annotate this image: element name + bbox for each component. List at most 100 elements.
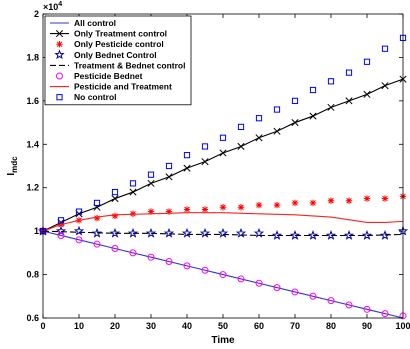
series-pesticide-and-treatment <box>42 212 404 232</box>
y-axis-exponent-label: ×104 <box>43 1 62 12</box>
legend-item: Pesticide and Treatment <box>50 82 172 92</box>
data-point <box>57 231 65 239</box>
x-tick-label: 30 <box>146 321 156 331</box>
data-point <box>345 69 353 76</box>
data-point <box>93 240 101 248</box>
legend-label: Pesticide Bednet <box>74 71 143 81</box>
data-point <box>307 230 319 240</box>
legend-swatch-marker <box>56 72 63 80</box>
legend-swatch-marker <box>55 30 64 38</box>
y-tick-label: 1.4 <box>26 139 39 149</box>
data-point <box>291 199 299 207</box>
data-point <box>75 208 83 215</box>
data-point <box>343 230 355 240</box>
data-point <box>129 180 137 187</box>
data-point <box>111 195 119 203</box>
data-point <box>345 301 353 309</box>
x-tick-label: 60 <box>254 321 264 331</box>
data-point <box>109 227 121 238</box>
exponent-base: ×10 <box>43 2 58 12</box>
data-point <box>237 275 245 283</box>
data-point <box>291 119 299 127</box>
data-point <box>217 227 229 238</box>
data-point <box>147 171 155 178</box>
data-point <box>111 245 119 253</box>
data-point <box>165 258 173 266</box>
data-point <box>325 230 337 240</box>
data-point <box>73 225 85 236</box>
legend-item: Only Treatment control <box>50 29 167 39</box>
x-tick-label: 10 <box>74 321 84 331</box>
legend-item: Pesticide Bednet <box>56 71 143 81</box>
data-point <box>291 288 299 296</box>
series-line <box>42 212 404 232</box>
data-point <box>271 230 283 240</box>
data-point <box>183 164 191 172</box>
data-point <box>381 195 389 202</box>
data-point <box>273 284 281 292</box>
legend-label: All control <box>74 18 116 28</box>
data-point <box>255 134 263 142</box>
x-tick-label: 0 <box>40 321 45 331</box>
x-tick-label: 100 <box>395 321 410 331</box>
axes: 0 10 20 30 40 50 60 70 80 90 100 0.6 0.8 1 1.2 1.4 1.6 1.… <box>26 9 410 331</box>
data-point <box>345 97 353 105</box>
legend-item: Only Pesticide control <box>56 39 164 49</box>
data-point <box>181 227 193 238</box>
legend-swatch-marker <box>56 94 63 101</box>
data-point <box>163 227 175 238</box>
data-point <box>327 297 335 305</box>
y-axis-label-main: I <box>6 173 17 176</box>
data-point <box>273 127 281 135</box>
data-point <box>363 58 371 65</box>
y-tick-label: 0.8 <box>26 270 39 280</box>
legend-label: Only Treatment control <box>74 29 167 39</box>
data-point <box>201 266 209 274</box>
exponent-power: 4 <box>58 1 62 8</box>
legend-label: Only Pesticide control <box>74 39 164 49</box>
data-point <box>327 78 335 85</box>
y-axis-label: Imdc <box>6 156 19 176</box>
series-treatment-bednet-control <box>42 230 404 237</box>
data-point <box>165 162 173 170</box>
data-point <box>289 230 301 240</box>
y-axis-label-subscript: mdc <box>10 156 19 173</box>
legend-item: Treatment & Bednet control <box>50 60 185 70</box>
data-point <box>255 115 263 122</box>
data-point <box>91 227 103 238</box>
y-tick-label: 1 <box>34 226 39 236</box>
series-line <box>42 230 404 237</box>
data-point <box>129 249 137 257</box>
x-tick-label: 90 <box>362 321 372 331</box>
data-point <box>363 90 371 98</box>
data-point <box>309 199 317 207</box>
data-point <box>201 158 209 166</box>
data-point <box>379 230 391 240</box>
y-tick-label: 1.2 <box>26 183 39 193</box>
data-point <box>127 227 139 238</box>
data-point <box>361 230 373 240</box>
data-point <box>111 188 119 196</box>
x-tick-label: 70 <box>290 321 300 331</box>
data-point <box>183 262 191 270</box>
data-point <box>201 143 209 150</box>
series-no-control <box>39 34 407 235</box>
data-point <box>111 212 119 220</box>
data-point <box>219 149 227 157</box>
y-tick-label: 2 <box>34 9 39 19</box>
x-tick-label: 50 <box>218 321 228 331</box>
data-point <box>237 123 245 131</box>
legend-item: Only Bednet Control <box>54 49 157 60</box>
data-point <box>199 227 211 238</box>
data-point <box>237 204 245 211</box>
data-point <box>93 199 101 207</box>
data-point <box>57 217 65 224</box>
data-point <box>147 179 155 187</box>
legend-label: Treatment & Bednet control <box>74 60 185 70</box>
data-point <box>75 236 83 244</box>
series-all-control <box>42 230 404 319</box>
data-point <box>273 106 281 113</box>
data-point <box>363 195 371 202</box>
data-point <box>309 112 317 120</box>
